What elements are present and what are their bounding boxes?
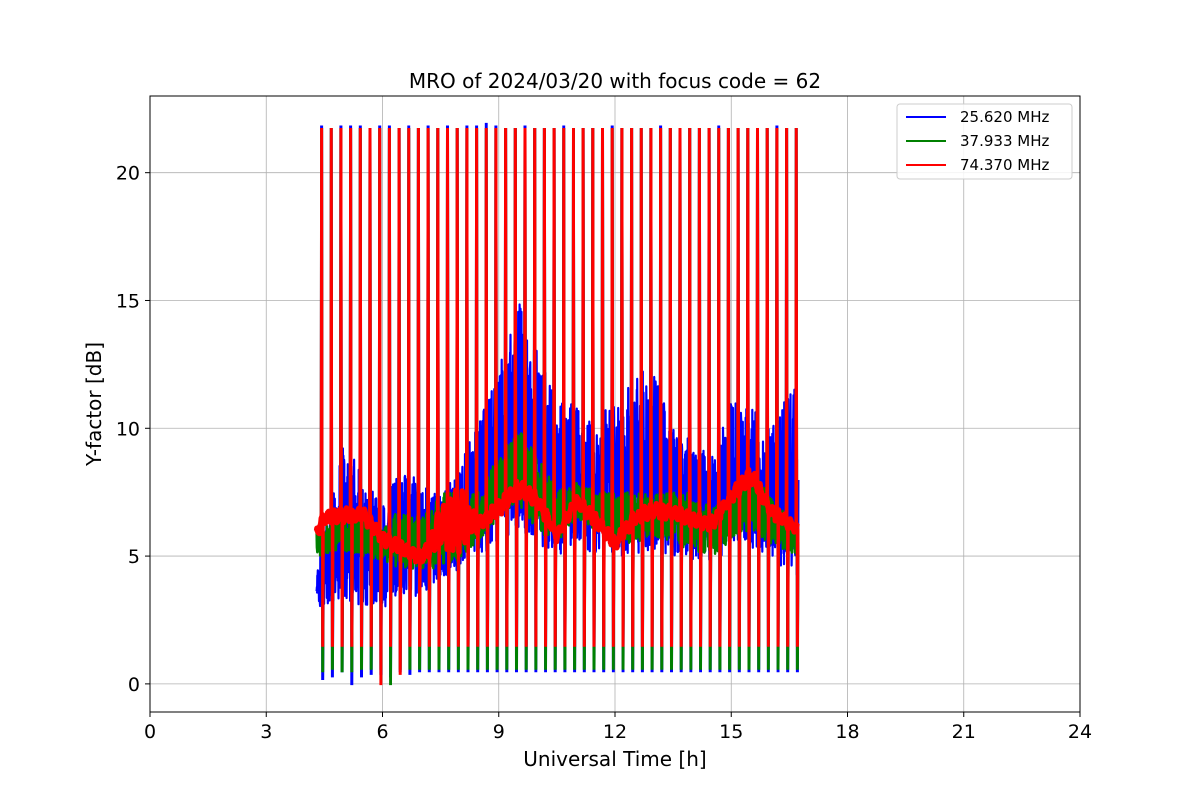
calibration-pulse — [445, 127, 451, 647]
calibration-pulse — [532, 127, 538, 647]
y-tick-label: 0 — [128, 674, 140, 696]
calibration-pulse — [687, 127, 693, 647]
x-tick-label: 0 — [144, 721, 156, 743]
calibration-pulse — [329, 127, 335, 647]
calibration-pulse — [649, 127, 655, 647]
calibration-pulse — [503, 127, 509, 647]
calibration-pulse — [542, 127, 548, 647]
calibration-pulse — [736, 127, 742, 647]
calibration-pulse — [552, 127, 558, 647]
calibration-pulse — [571, 127, 577, 647]
legend-box — [896, 103, 1073, 180]
calibration-pulse — [765, 127, 771, 647]
calibration-pulse — [484, 127, 490, 647]
x-tick-label: 9 — [493, 721, 505, 743]
calibration-pulse — [755, 127, 761, 647]
calibration-pulse — [745, 127, 752, 647]
pulse-group — [319, 127, 800, 686]
y-tick-label: 10 — [116, 418, 140, 440]
y-tick-label: 5 — [128, 546, 140, 568]
x-tick-label: 18 — [835, 721, 859, 743]
calibration-pulse — [784, 127, 790, 647]
calibration-pulse — [678, 127, 684, 647]
calibration-pulse — [629, 127, 635, 647]
x-tick-label: 15 — [719, 721, 743, 743]
calibration-pulse — [610, 127, 616, 647]
calibration-pulse — [658, 127, 664, 647]
calibration-pulse — [561, 127, 567, 647]
calibration-pulse — [465, 127, 471, 647]
calibration-pulse — [426, 127, 432, 647]
calibration-pulse — [707, 127, 713, 647]
y-tick-label: 15 — [116, 290, 140, 312]
legend-label: 25.620 MHz — [960, 108, 1049, 126]
x-tick-label: 6 — [376, 721, 388, 743]
calibration-pulse — [474, 127, 480, 647]
calibration-pulse — [697, 127, 703, 647]
legend: 25.620 MHz 37.933 MHz 74.370 MHz — [896, 103, 1073, 180]
x-axis: 0 3 6 9 12 15 18 21 24 — [144, 712, 1092, 743]
calibration-pulse — [339, 127, 345, 647]
calibration-pulse — [523, 127, 529, 647]
calibration-pulse — [716, 127, 722, 647]
calibration-pulse — [416, 127, 422, 647]
y-axis-label: Y-factor [dB] — [82, 342, 106, 467]
y-tick-label: 20 — [116, 163, 140, 185]
x-tick-label: 21 — [952, 721, 976, 743]
calibration-pulse — [455, 127, 461, 647]
calibration-pulse — [726, 127, 732, 647]
calibration-pulse — [397, 127, 403, 675]
calibration-pulse — [581, 127, 587, 647]
calibration-pulse — [358, 127, 364, 647]
calibration-pulse — [775, 127, 781, 647]
calibration-pulse — [639, 127, 645, 647]
calibration-pulse — [600, 127, 606, 647]
calibration-pulse — [620, 127, 626, 647]
legend-label: 37.933 MHz — [960, 132, 1049, 150]
calibration-pulse — [348, 127, 354, 647]
calibration-pulse — [668, 127, 674, 647]
calibration-pulse — [377, 127, 383, 686]
series-layer — [313, 122, 800, 686]
x-axis-label: Universal Time [h] — [523, 747, 706, 771]
calibration-pulse — [590, 127, 597, 647]
calibration-pulse — [435, 127, 441, 647]
calibration-pulse — [494, 127, 500, 647]
calibration-pulse — [368, 127, 374, 647]
calibration-pulse — [513, 127, 519, 647]
calibration-pulse — [794, 127, 800, 647]
y-axis: 0 5 10 15 20 — [116, 163, 150, 696]
calibration-pulse — [319, 127, 325, 647]
chart-title: MRO of 2024/03/20 with focus code = 62 — [409, 69, 821, 93]
x-tick-label: 3 — [260, 721, 272, 743]
calibration-pulse — [406, 127, 412, 647]
calibration-pulse — [387, 127, 393, 647]
legend-label: 74.370 MHz — [960, 156, 1049, 174]
x-tick-label: 24 — [1068, 721, 1092, 743]
x-tick-label: 12 — [603, 721, 627, 743]
